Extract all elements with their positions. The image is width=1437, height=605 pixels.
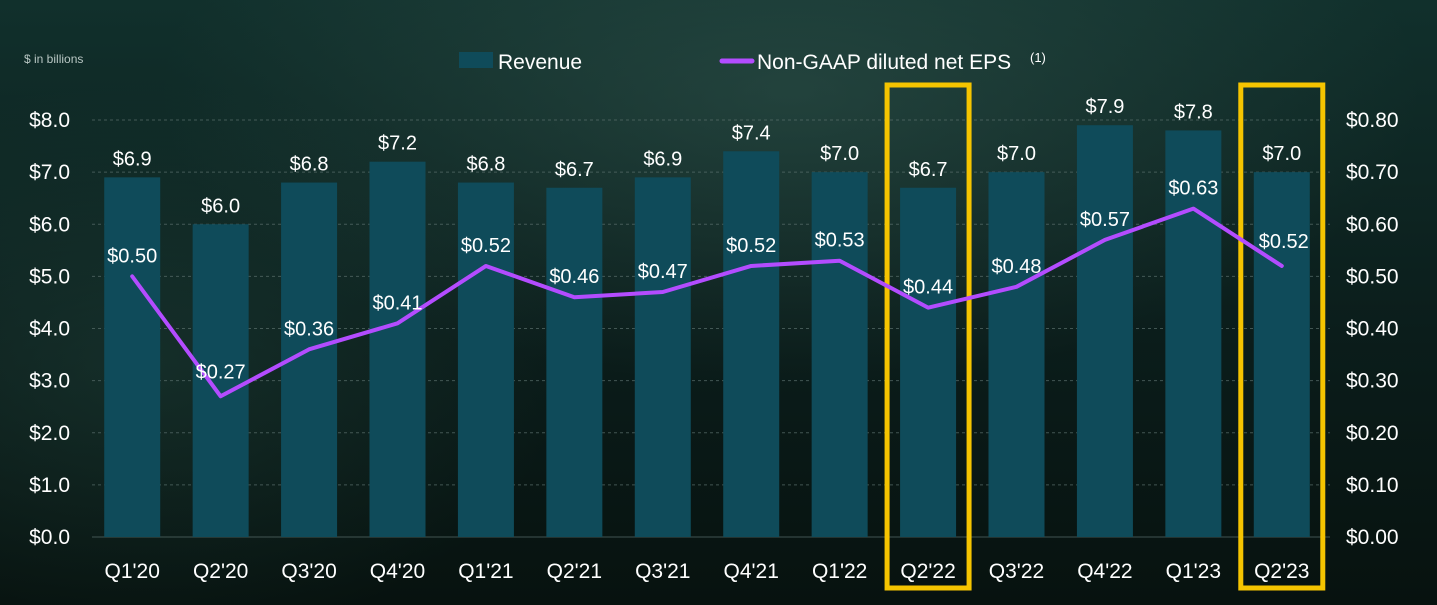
- revenue-bar: [988, 172, 1045, 537]
- revenue-data-label: $6.7: [909, 159, 948, 181]
- eps-data-label: $0.44: [903, 277, 953, 299]
- revenue-data-label: $7.9: [1085, 96, 1124, 118]
- revenue-bar: [723, 151, 780, 537]
- eps-data-label: $0.52: [1259, 231, 1309, 253]
- revenue-data-label: $6.9: [643, 148, 682, 170]
- revenue-bar: [1076, 125, 1133, 538]
- y-right-tick-label: $0.00: [1346, 526, 1399, 549]
- eps-data-label: $0.47: [638, 261, 688, 283]
- y-left-tick-label: $3.0: [29, 370, 70, 393]
- revenue-bar: [546, 187, 603, 537]
- legend-swatch-revenue: [459, 52, 493, 68]
- revenue-data-label: $7.2: [378, 133, 417, 155]
- legend-superscript: (1): [1030, 50, 1046, 65]
- eps-data-label: $0.53: [815, 230, 865, 252]
- revenue-data-label: $6.8: [290, 154, 329, 176]
- revenue-bar: [634, 177, 691, 537]
- revenue-data-label: $7.0: [820, 143, 859, 165]
- x-tick-label: Q1'22: [812, 560, 867, 583]
- x-tick-label: Q4'21: [724, 560, 779, 583]
- x-tick-label: Q4'20: [370, 560, 425, 583]
- y-left-tick-label: $7.0: [29, 161, 70, 184]
- x-tick-label: Q2'21: [547, 560, 602, 583]
- highlight-box: [884, 82, 972, 591]
- revenue-data-label: $6.7: [555, 159, 594, 181]
- x-tick-label: Q1'20: [105, 560, 160, 583]
- y-left-tick-label: $8.0: [29, 109, 70, 132]
- eps-data-label: $0.63: [1168, 178, 1218, 200]
- y-right-tick-label: $0.80: [1346, 109, 1399, 132]
- revenue-data-label: $6.8: [466, 154, 505, 176]
- x-tick-label: Q1'23: [1166, 560, 1221, 583]
- highlight-box: [1238, 82, 1326, 591]
- revenue-bar: [457, 182, 514, 538]
- y-left-tick-label: $5.0: [29, 265, 70, 288]
- x-tick-label: Q2'20: [193, 560, 248, 583]
- x-tick-label: Q3'22: [989, 560, 1044, 583]
- eps-data-label: $0.52: [461, 235, 511, 257]
- revenue-data-label: $7.4: [732, 122, 771, 144]
- revenue-data-label: $6.0: [201, 195, 240, 217]
- y-left-tick-label: $4.0: [29, 318, 70, 341]
- eps-data-label: $0.52: [726, 235, 776, 257]
- y-right-tick-label: $0.70: [1346, 161, 1399, 184]
- eps-data-label: $0.36: [284, 318, 334, 340]
- x-tick-label: Q1'21: [458, 560, 513, 583]
- unit-note: $ in billions: [24, 52, 84, 66]
- eps-data-label: $0.57: [1080, 209, 1130, 231]
- revenue-bar: [369, 161, 426, 537]
- revenue-bar: [811, 172, 868, 537]
- eps-data-label: $0.48: [991, 256, 1041, 278]
- y-left-tick-label: $1.0: [29, 474, 70, 497]
- legend-label-eps: Non-GAAP diluted net EPS: [757, 51, 1011, 74]
- x-tick-label: Q2'22: [900, 560, 955, 583]
- revenue-bar: [1253, 172, 1310, 537]
- revenue-bar: [900, 187, 957, 537]
- x-tick-label: Q3'21: [635, 560, 690, 583]
- y-left-tick-label: $2.0: [29, 422, 70, 445]
- x-tick-label: Q4'22: [1077, 560, 1132, 583]
- revenue-data-label: $6.9: [113, 148, 152, 170]
- revenue-data-label: $7.8: [1174, 101, 1213, 123]
- eps-data-label: $0.46: [549, 266, 599, 288]
- revenue-data-label: $7.0: [1262, 143, 1301, 165]
- eps-data-label: $0.27: [196, 361, 246, 383]
- x-tick-label: Q2'23: [1254, 560, 1309, 583]
- eps-data-label: $0.50: [107, 245, 157, 267]
- revenue-bar: [104, 177, 161, 537]
- revenue-bar: [192, 224, 249, 537]
- y-left-tick-label: $0.0: [29, 526, 70, 549]
- y-right-tick-label: $0.20: [1346, 422, 1399, 445]
- y-right-tick-label: $0.30: [1346, 370, 1399, 393]
- x-tick-label: Q3'20: [281, 560, 336, 583]
- eps-line: [130, 206, 1284, 399]
- revenue-data-label: $7.0: [997, 143, 1036, 165]
- legend-label-revenue: Revenue: [498, 51, 582, 74]
- y-right-tick-label: $0.10: [1346, 474, 1399, 497]
- y-right-tick-label: $0.60: [1346, 213, 1399, 236]
- y-left-tick-label: $6.0: [29, 213, 70, 236]
- y-right-tick-label: $0.50: [1346, 265, 1399, 288]
- revenue-bar: [1165, 130, 1222, 538]
- eps-data-label: $0.41: [372, 292, 422, 314]
- y-right-tick-label: $0.40: [1346, 318, 1399, 341]
